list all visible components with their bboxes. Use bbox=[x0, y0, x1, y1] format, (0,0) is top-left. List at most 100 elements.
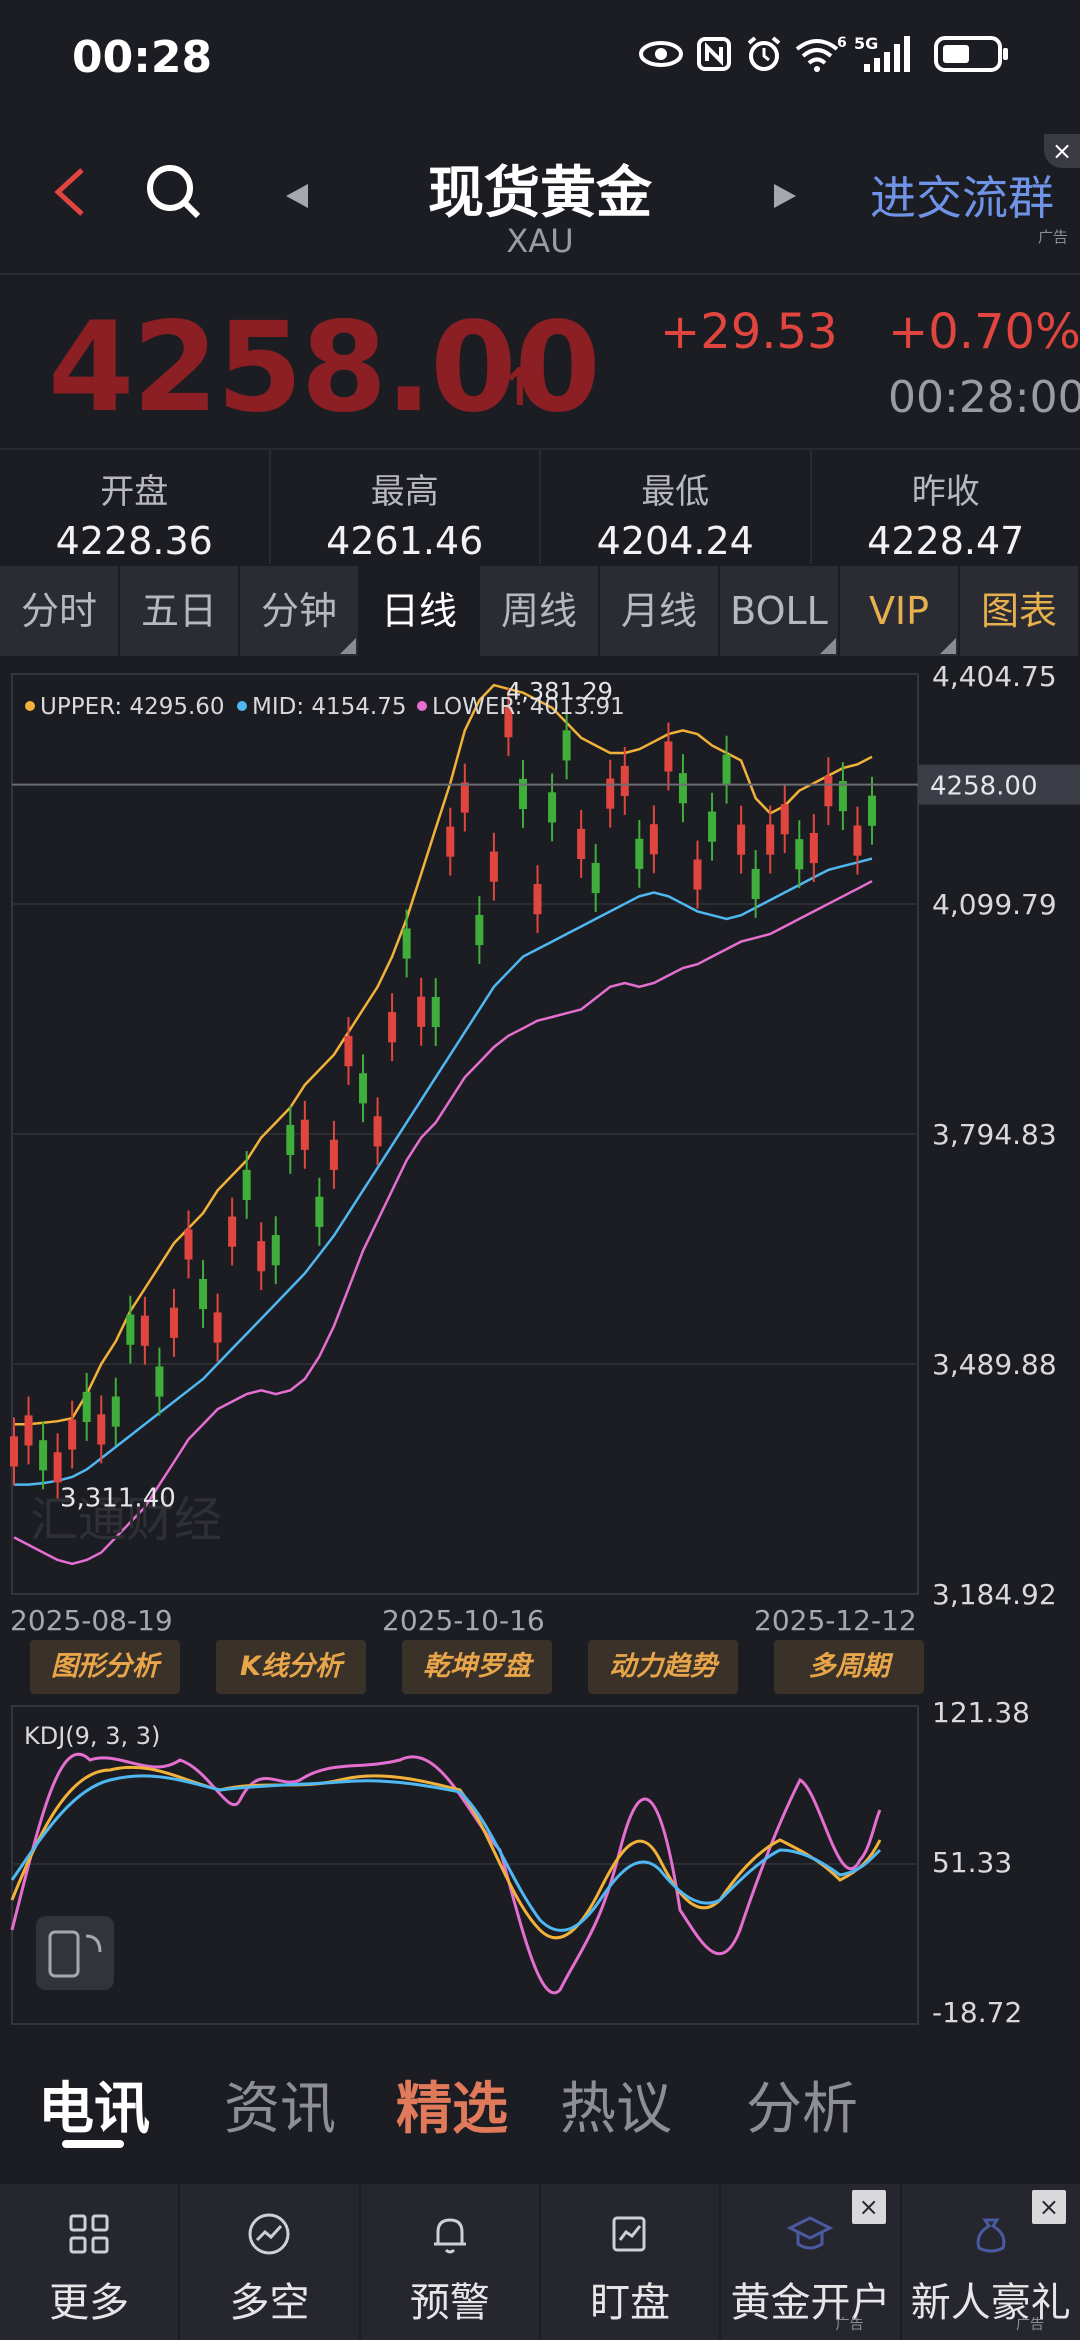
ad-tag: 广告 bbox=[1038, 228, 1069, 246]
candle-body bbox=[620, 765, 629, 797]
dropdown-corner-icon bbox=[940, 638, 956, 654]
candle-body bbox=[868, 795, 876, 826]
tab-weekly[interactable]: 周线 bbox=[480, 566, 600, 656]
join-group-ad[interactable]: 进交流群 bbox=[870, 171, 1054, 225]
legend-dot-lower bbox=[417, 701, 427, 711]
network-label: 5G bbox=[854, 34, 878, 53]
candle-body bbox=[97, 1414, 106, 1445]
kdj-label: KDJ(9, 3, 3) bbox=[24, 1722, 160, 1750]
alarm-icon bbox=[742, 34, 786, 74]
news-tab-hot[interactable]: 热议 bbox=[560, 2077, 672, 2142]
candle-body bbox=[504, 707, 513, 738]
nav-long-short[interactable]: 多空 bbox=[180, 2184, 361, 2340]
news-tab-info[interactable]: 资讯 bbox=[224, 2077, 336, 2142]
tab-label: BOLL bbox=[730, 589, 828, 633]
news-tab-featured[interactable]: 精选 bbox=[396, 2077, 508, 2142]
candle-body bbox=[344, 1035, 353, 1067]
tab-boll[interactable]: BOLL bbox=[720, 566, 840, 656]
candle-body bbox=[68, 1419, 77, 1450]
legend-dot-mid bbox=[237, 701, 247, 711]
candle-body bbox=[24, 1415, 33, 1446]
tab-label: 分钟 bbox=[260, 589, 337, 633]
candle-body bbox=[693, 859, 702, 890]
feature-multi-period[interactable]: 多周期 bbox=[774, 1640, 924, 1694]
tab-minute[interactable]: 分钟 bbox=[240, 566, 360, 656]
price-change: +29.53 bbox=[660, 304, 838, 360]
prev-symbol-button[interactable] bbox=[280, 176, 314, 216]
triangle-right-icon bbox=[774, 184, 796, 208]
candle-body bbox=[228, 1216, 237, 1247]
feature-momentum[interactable]: 动力趋势 bbox=[588, 1640, 738, 1694]
search-button[interactable] bbox=[142, 160, 206, 224]
kdj-chart[interactable]: KDJ(9, 3, 3) 121.38 51.33 -18.72 bbox=[0, 1700, 1080, 2030]
bollinger-bands bbox=[13, 683, 873, 1566]
ad-close-button[interactable]: × bbox=[1031, 2190, 1066, 2224]
price-panel: 4258.00 ↑ +29.53 +0.70% 00:28:00 bbox=[0, 276, 1080, 446]
price-time: 00:28:00 bbox=[888, 372, 1080, 423]
nav-label: 预警 bbox=[409, 2280, 490, 2326]
stat-prev-close: 昨收 4228.47 bbox=[812, 450, 1080, 564]
candle-body bbox=[431, 996, 440, 1028]
x-label-start: 2025-08-19 bbox=[10, 1604, 173, 1637]
candle-body bbox=[737, 824, 746, 855]
candle-body bbox=[39, 1440, 48, 1471]
candle-body bbox=[678, 773, 687, 804]
news-tabs: 电讯 资讯 精选 热议 分析 bbox=[0, 2050, 1080, 2180]
stat-low: 最低 4204.24 bbox=[541, 450, 812, 564]
candle-body bbox=[402, 928, 411, 959]
tab-timeshare[interactable]: 分时 bbox=[0, 566, 120, 656]
candle-body bbox=[155, 1366, 164, 1397]
nav-alert[interactable]: 预警 bbox=[361, 2184, 541, 2340]
chevron-left-icon bbox=[54, 168, 84, 216]
back-button[interactable] bbox=[46, 162, 96, 222]
tab-five-day[interactable]: 五日 bbox=[120, 566, 240, 656]
low-marker: 3,311.40 bbox=[60, 1484, 176, 1514]
candle-body bbox=[417, 996, 426, 1027]
stat-label: 昨收 bbox=[911, 472, 980, 512]
candle-body bbox=[708, 811, 717, 842]
battery-icon bbox=[932, 34, 1012, 74]
grid-lines bbox=[12, 903, 918, 1365]
kdj-y-mid: 51.33 bbox=[932, 1846, 1012, 1879]
candle-body bbox=[82, 1391, 91, 1423]
nav-label: 盯盘 bbox=[590, 2280, 671, 2326]
candle-body bbox=[824, 776, 833, 807]
candle-body bbox=[388, 1012, 397, 1043]
feature-kline-analysis[interactable]: K线分析 bbox=[216, 1640, 366, 1694]
news-tab-telegraph[interactable]: 电讯 bbox=[38, 2077, 150, 2142]
candlestick-chart[interactable]: 4,404.75 4,099.79 3,794.83 3,489.88 3,184.92… bbox=[0, 656, 1080, 1656]
kdj-k-line bbox=[10, 1765, 882, 1940]
nav-more[interactable]: 更多 bbox=[0, 2184, 181, 2340]
legend-lower: LOWER: 4013.91 bbox=[432, 694, 625, 720]
candle-body bbox=[649, 824, 658, 855]
nav-gold-account-ad[interactable]: 黄金开户 × 广告 bbox=[721, 2184, 902, 2340]
candle-body bbox=[329, 1139, 338, 1170]
candle-body bbox=[562, 730, 571, 761]
rotate-screen-button[interactable] bbox=[36, 1916, 114, 1990]
next-symbol-button[interactable] bbox=[768, 176, 802, 216]
wifi-label: 6 bbox=[837, 35, 847, 51]
candle-body bbox=[184, 1229, 193, 1260]
tab-vip[interactable]: VIP bbox=[840, 566, 960, 656]
candle-body bbox=[10, 1436, 18, 1467]
search-icon bbox=[147, 165, 201, 219]
news-tab-analysis[interactable]: 分析 bbox=[746, 2077, 858, 2142]
stats-row: 开盘 4228.36 最高 4261.46 最低 4204.24 昨收 4228.47 bbox=[0, 448, 1080, 564]
current-price: 4258.00 bbox=[48, 296, 601, 440]
feature-compass[interactable]: 乾坤罗盘 bbox=[402, 1640, 552, 1694]
ad-close-button[interactable]: × bbox=[851, 2190, 886, 2224]
feature-pattern-analysis[interactable]: 图形分析 bbox=[30, 1640, 180, 1694]
candle-body bbox=[751, 868, 760, 900]
nav-watch[interactable]: 盯盘 bbox=[541, 2184, 722, 2340]
candle-body bbox=[664, 741, 673, 772]
current-price-line: 4258.00 bbox=[12, 764, 1080, 805]
candle-body bbox=[140, 1315, 149, 1346]
tab-monthly[interactable]: 月线 bbox=[600, 566, 720, 656]
tab-chart-settings[interactable]: 图表 bbox=[960, 566, 1080, 656]
ad-close-button[interactable]: × bbox=[1044, 134, 1080, 168]
stat-high: 最高 4261.46 bbox=[271, 450, 541, 564]
stat-value: 4228.36 bbox=[55, 519, 213, 563]
nav-newbie-gift-ad[interactable]: 新人豪礼 × 广告 bbox=[902, 2184, 1080, 2340]
nav-label: 多空 bbox=[229, 2280, 310, 2326]
tab-daily[interactable]: 日线 bbox=[360, 566, 480, 656]
